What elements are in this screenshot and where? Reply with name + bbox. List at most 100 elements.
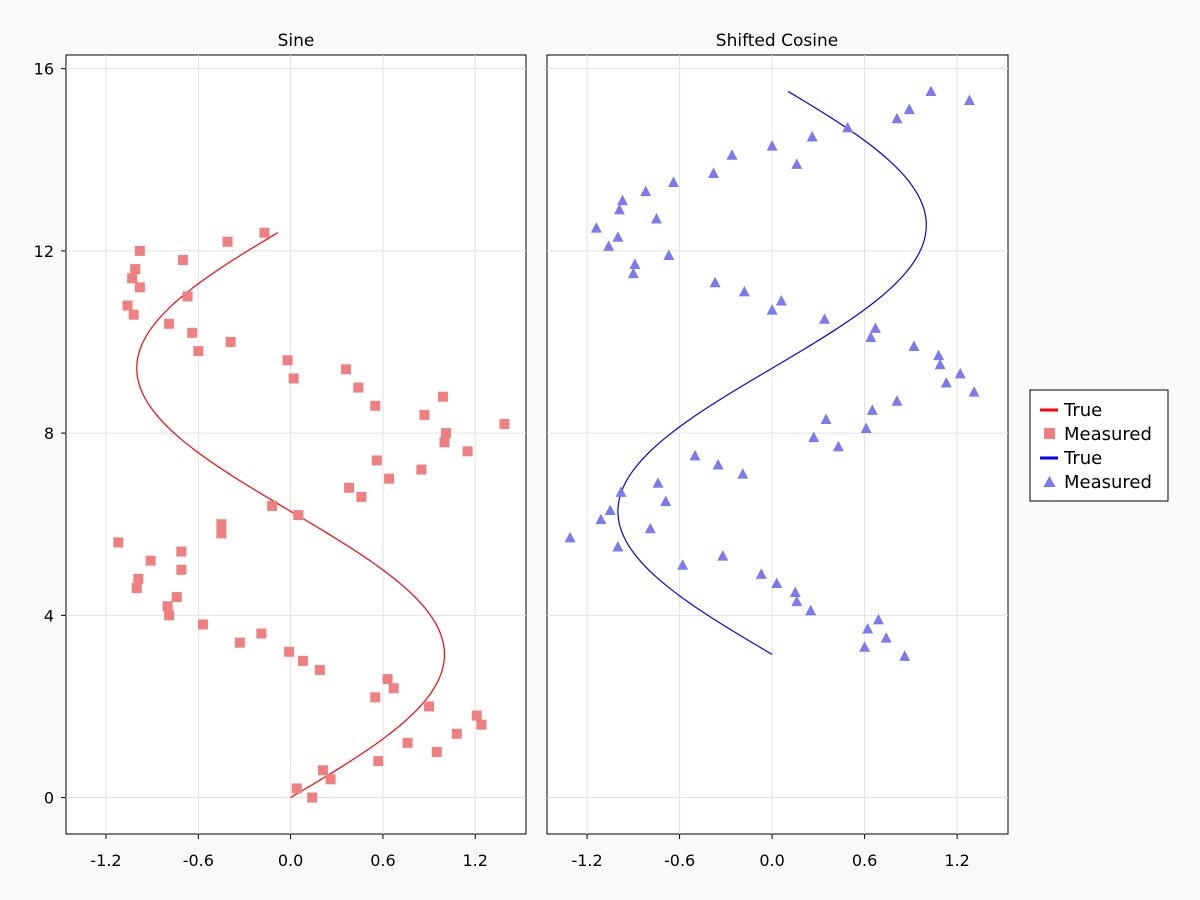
shifted-cosine-measured-point [677, 559, 689, 570]
shifted-cosine-measured-point [595, 513, 607, 525]
sine-measured-point [307, 792, 318, 803]
shifted-cosine-measured-point [603, 240, 615, 251]
sine-series [113, 227, 510, 803]
sine-measured-point [164, 318, 175, 329]
sine-measured-point [317, 765, 328, 776]
shifted-cosine-measured-point [933, 349, 945, 361]
sine-xtick-label: -1.2 [90, 851, 121, 870]
shifted-cosine-measured-point [766, 140, 778, 151]
sine-measured-point [462, 446, 473, 457]
sine-measured-point [314, 665, 325, 675]
sine-ytick-label: 0 [44, 789, 54, 808]
sine-x-axis: -1.2 -0.6 0.0 0.6 1.2 [90, 834, 488, 870]
shifted-cosine-measured-point [819, 313, 831, 324]
shifted-cosine-measured-point [891, 112, 903, 124]
shifted-cosine-measured-point [968, 386, 980, 397]
shifted-cosine-measured-point [766, 304, 778, 315]
shifted-cosine-xtick-label: 1.2 [944, 851, 969, 870]
sine-measured-point [416, 464, 427, 475]
sine-measured-point [439, 437, 450, 448]
sine-measured-point [162, 601, 173, 612]
sine-measured-point [122, 300, 133, 311]
sine-ytick-label: 16 [34, 60, 54, 79]
sine-measured-point [419, 409, 430, 420]
sine-measured-point [471, 710, 482, 721]
shifted-cosine-measured-point [899, 650, 911, 661]
shifted-cosine-measured-point [737, 468, 749, 479]
shifted-cosine-plot-area [546, 54, 1009, 835]
shifted-cosine-measured-point [650, 213, 662, 224]
shifted-cosine-measured-point [708, 167, 720, 178]
shifted-cosine-measured-point [627, 267, 639, 279]
sine-measured-point [131, 583, 142, 593]
sine-measured-point [182, 291, 193, 302]
sine-measured-point [222, 236, 233, 247]
sine-measured-point [134, 282, 145, 293]
shifted-cosine-measured-point [612, 541, 624, 552]
shifted-cosine-measured-point [791, 595, 803, 607]
shifted-cosine-measured-point [859, 641, 871, 652]
sine-measured-point [437, 391, 448, 402]
shifted-cosine-measured-point [663, 249, 675, 260]
shifted-cosine-measured-point [615, 486, 627, 497]
sine-measured-point [193, 346, 204, 357]
shifted-cosine-xtick-label: 0.6 [852, 851, 877, 870]
shifted-cosine-measured-point [717, 550, 729, 561]
shifted-cosine-measured-point [771, 577, 783, 588]
shifted-cosine-measured-point [660, 495, 672, 506]
shifted-cosine-measured-point [860, 422, 872, 434]
sine-measured-point [171, 592, 182, 603]
shifted-cosine-measured-point [709, 276, 721, 288]
sine-measured-point [284, 646, 295, 657]
shifted-cosine-measured-point [832, 440, 844, 452]
shifted-cosine-measured-point [880, 632, 892, 643]
shifted-cosine-grid [547, 55, 1008, 834]
sine-measured-point [382, 674, 393, 685]
shifted-cosine-measured-point [604, 504, 616, 516]
legend-label-measured-triangle: Measured [1064, 472, 1152, 493]
sine-plot-area [65, 54, 527, 835]
shifted-cosine-measured-point [842, 121, 854, 133]
shifted-cosine-measured-point [612, 231, 624, 242]
sine-measured-point [177, 255, 188, 265]
sine-title: Sine [278, 31, 315, 51]
shifted-cosine-measured-point [925, 85, 937, 96]
shifted-cosine-measured-point [667, 176, 679, 188]
sine-measured-point [133, 573, 144, 584]
sine-measured-point [388, 683, 399, 694]
sine-ytick-label: 12 [34, 242, 54, 261]
sine-y-axis: 0 4 8 12 16 [34, 60, 66, 808]
sine-measured-point [370, 400, 381, 411]
shifted-cosine-measured-point [872, 613, 884, 625]
sine-measured-point [476, 719, 487, 730]
shifted-cosine-series [564, 85, 980, 661]
sine-panel: Sine -1.2 -0.6 0.0 0.6 1.2 0 4 8 12 16 [34, 31, 527, 870]
sine-ytick-label: 8 [44, 424, 54, 443]
shifted-cosine-measured-point [963, 94, 975, 106]
shifted-cosine-measured-point [862, 623, 874, 634]
shifted-cosine-measured-point [640, 185, 652, 197]
shifted-cosine-measured-point [940, 377, 952, 388]
shifted-cosine-measured-point [564, 531, 576, 543]
sine-measured-point [431, 747, 442, 757]
shifted-cosine-measured-point [613, 203, 625, 215]
sine-measured-point [371, 455, 382, 466]
sine-measured-point [293, 510, 304, 521]
sine-measured-point [325, 774, 336, 785]
shifted-cosine-measured-point [934, 358, 946, 370]
sine-measured-point [370, 692, 381, 703]
shifted-cosine-measured-point [820, 413, 832, 424]
sine-ytick-label: 4 [44, 606, 54, 625]
shifted-cosine-measured-point [791, 158, 803, 169]
shifted-cosine-measured-point [806, 131, 818, 142]
shifted-cosine-true-line [617, 90, 927, 656]
shifted-cosine-measured-point [755, 568, 767, 579]
sine-measured-point [234, 637, 245, 648]
sine-measured-point [282, 355, 293, 366]
legend: True Measured True Measured [1029, 389, 1169, 502]
shifted-cosine-measured-point [689, 449, 701, 461]
sine-measured-point [267, 501, 278, 511]
shifted-cosine-measured-point [617, 194, 629, 206]
sine-measured-point [451, 728, 462, 739]
